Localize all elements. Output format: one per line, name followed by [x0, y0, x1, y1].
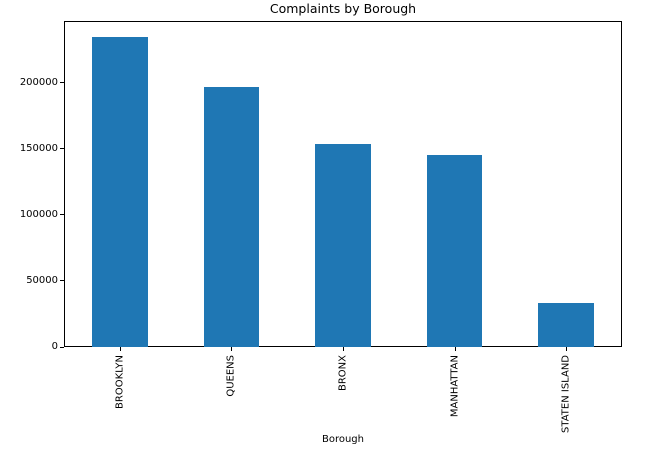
y-tick-mark: [60, 347, 64, 348]
x-tick-mark: [231, 347, 232, 351]
x-axis-label: Borough: [321, 434, 364, 445]
y-tick-label: 200000: [19, 77, 58, 88]
x-tick-mark: [120, 347, 121, 351]
bar-manhattan: [426, 155, 483, 347]
y-tick-label: 50000: [26, 275, 58, 286]
y-tick-label: 100000: [19, 209, 58, 220]
y-tick-label: 150000: [19, 143, 58, 154]
x-tick-mark: [343, 347, 344, 351]
y-tick-label: 0: [51, 341, 58, 352]
y-tick-mark: [60, 148, 64, 149]
x-tick-mark: [455, 347, 456, 351]
x-tick-mark: [566, 347, 567, 351]
bar-queens: [203, 86, 260, 347]
bar-brooklyn: [91, 36, 148, 347]
bar-staten-island: [538, 302, 595, 347]
x-tick-label-brooklyn: BROOKLYN: [114, 355, 126, 409]
chart-title: Complaints by Borough: [269, 1, 417, 16]
y-tick-mark: [60, 280, 64, 281]
x-tick-label-queens: QUEENS: [225, 355, 237, 397]
x-tick-label-manhattan: MANHATTAN: [449, 355, 461, 418]
x-tick-label-bronx: BRONX: [337, 355, 349, 392]
y-tick-mark: [60, 214, 64, 215]
y-tick-mark: [60, 82, 64, 83]
x-tick-label-staten-island: STATEN ISLAND: [560, 355, 572, 433]
bar-bronx: [315, 143, 371, 347]
